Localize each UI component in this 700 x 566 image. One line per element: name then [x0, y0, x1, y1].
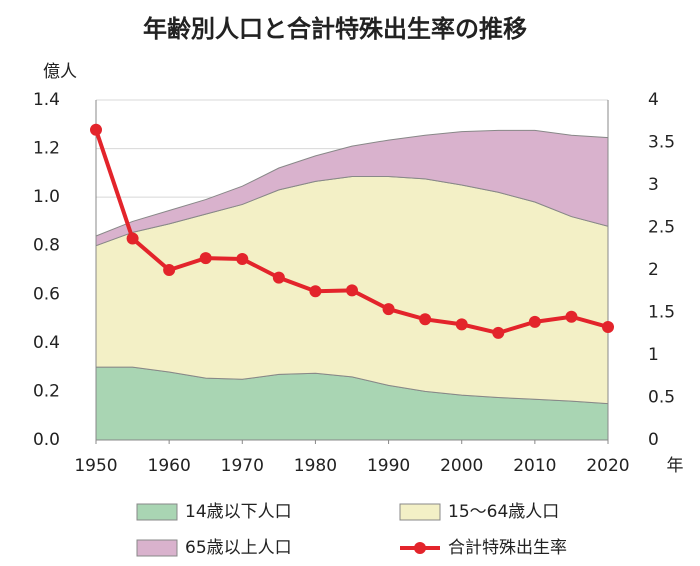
x-unit: 年: [667, 456, 684, 476]
point: [346, 284, 358, 297]
x-tick-label: 1970: [221, 456, 264, 476]
point: [163, 264, 176, 276]
point: [126, 232, 139, 245]
point: [565, 310, 578, 323]
chart-title: 年齢別人口と合計特殊出生率の推移: [143, 15, 527, 43]
y-unit: 億人: [43, 62, 77, 82]
point: [236, 252, 249, 265]
y-tick-label: 0.0: [33, 430, 60, 450]
y2-tick-label: 2.5: [648, 218, 675, 238]
y-tick-label: 0.2: [33, 381, 60, 401]
x-tick-label: 1960: [148, 456, 191, 476]
y2-tick-label: 3: [648, 175, 659, 195]
legend-label: 14歳以下人口: [185, 502, 292, 522]
y2-tick-label: 1: [648, 345, 659, 365]
x-tick-label: 2020: [586, 456, 629, 476]
point: [199, 252, 212, 265]
y-tick-label: 1.2: [33, 139, 60, 159]
point: [455, 318, 468, 331]
y-tick-label: 1.4: [33, 90, 60, 110]
y-tick-label: 0.6: [33, 284, 60, 304]
point: [382, 303, 395, 316]
legend-swatch: [414, 542, 426, 554]
point: [419, 313, 432, 326]
x-tick-label: 2000: [440, 456, 483, 476]
y2-tick-label: 1.5: [648, 303, 675, 323]
y2-tick-label: 2: [648, 260, 659, 280]
y-tick-label: 0.8: [33, 236, 60, 256]
area: [95, 129, 609, 247]
point: [602, 320, 614, 333]
y2-tick-label: 0.5: [648, 388, 675, 408]
legend-label: 65歳以上人口: [185, 538, 292, 558]
legend-label: 15〜64歳人口: [448, 502, 559, 522]
point: [492, 326, 505, 339]
x-tick-label: 1950: [74, 456, 117, 476]
y2-tick-label: 0: [648, 430, 659, 450]
y-tick-label: 1.0: [33, 187, 60, 207]
point: [272, 271, 285, 284]
y2-tick-label: 4: [648, 90, 659, 110]
legend-label: 合計特殊出生率: [448, 538, 567, 558]
legend-swatch: [136, 539, 178, 557]
y-tick-label: 0.4: [33, 333, 60, 353]
legend-swatch: [399, 503, 441, 521]
x-tick-label: 1980: [294, 456, 337, 476]
point: [528, 315, 541, 328]
point: [90, 123, 102, 136]
y2-tick-label: 3.5: [648, 133, 675, 153]
x-tick-label: 2010: [513, 456, 556, 476]
x-tick-label: 1990: [367, 456, 410, 476]
legend-swatch: [136, 503, 178, 521]
point: [309, 285, 322, 298]
